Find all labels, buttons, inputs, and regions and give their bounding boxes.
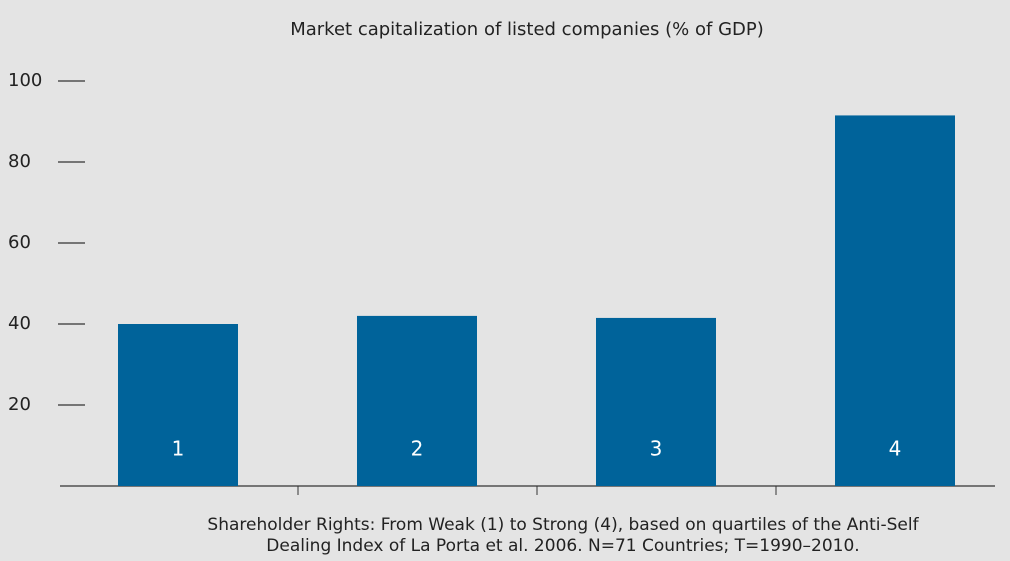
y-tick-label: 80: [8, 151, 31, 172]
note-line: Shareholder Rights: From Weak (1) to Str…: [207, 515, 919, 535]
x-tick-label: 4: [889, 437, 902, 461]
y-tick-label: 100: [8, 70, 42, 91]
y-tick-label: 40: [8, 313, 31, 334]
bar: [835, 115, 955, 487]
bar: [596, 317, 716, 486]
note-line: Dealing Index of La Porta et al. 2006. N…: [266, 536, 859, 556]
x-tick-label: 3: [650, 437, 663, 461]
y-tick-label: 60: [8, 232, 31, 253]
bar: [118, 324, 238, 486]
x-tick-label: 1: [172, 437, 185, 461]
x-tick-label: 2: [411, 437, 424, 461]
bar: [357, 315, 477, 486]
y-tick-label: 20: [8, 394, 31, 415]
chart-title: Market capitalization of listed companie…: [290, 19, 764, 40]
